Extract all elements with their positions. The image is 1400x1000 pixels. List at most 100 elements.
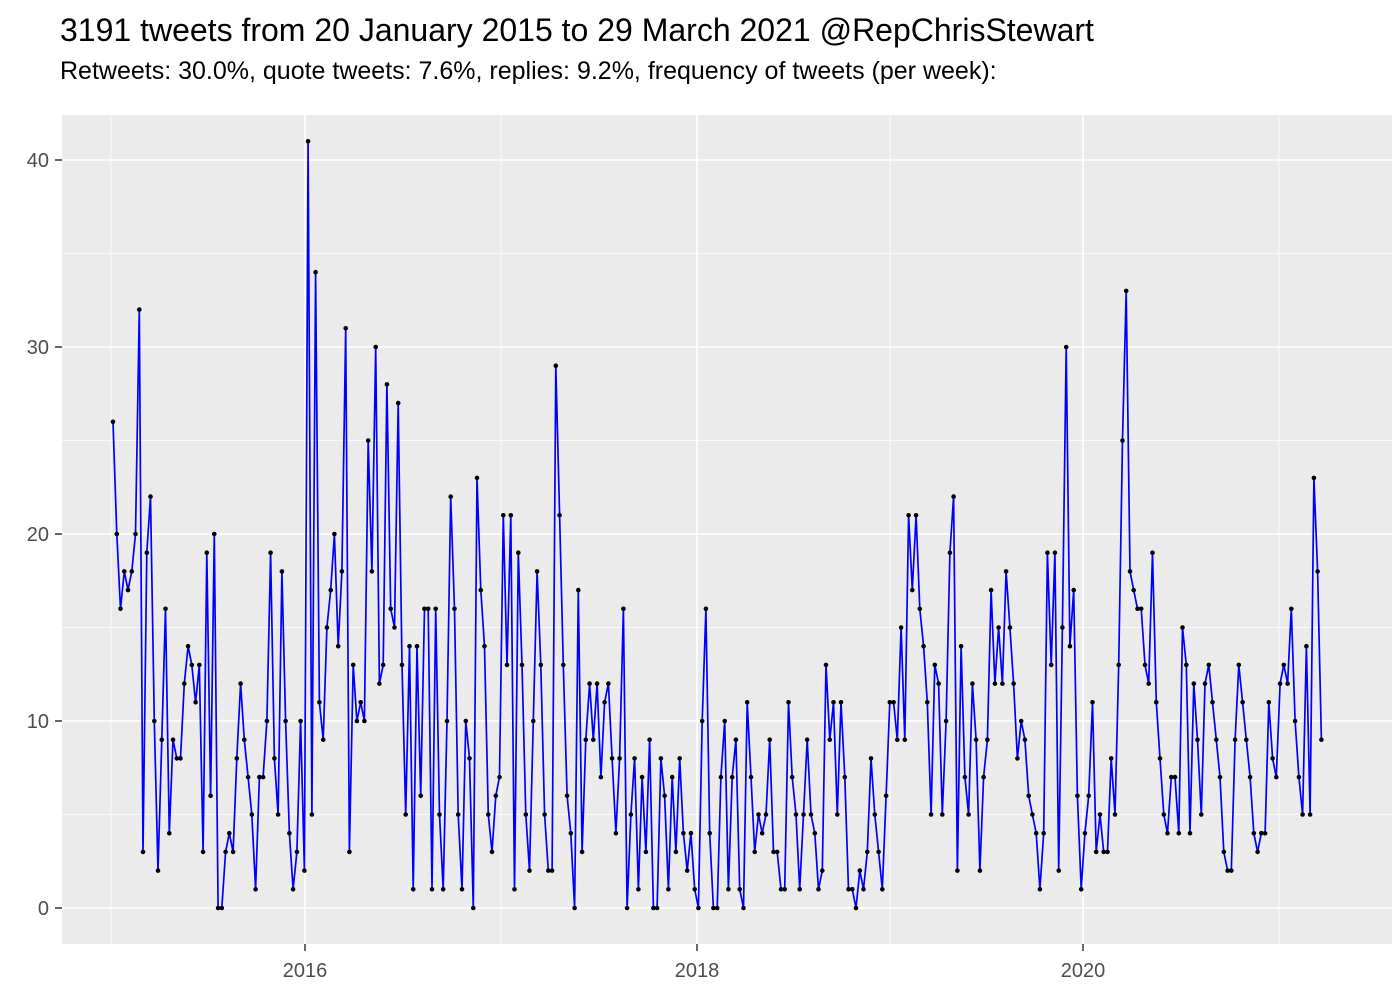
- data-point: [564, 793, 570, 799]
- data-point: [1307, 812, 1313, 817]
- data-point: [395, 400, 401, 406]
- data-point: [741, 905, 746, 911]
- data-point: [343, 326, 349, 331]
- data-point: [774, 849, 780, 855]
- data-point: [928, 812, 934, 817]
- data-point: [1052, 550, 1058, 555]
- data-point: [947, 550, 953, 555]
- data-point: [170, 737, 176, 742]
- data-point: [1131, 587, 1136, 593]
- data-point: [403, 812, 409, 817]
- data-point: [380, 662, 386, 668]
- data-point: [801, 812, 806, 817]
- data-point: [440, 887, 446, 892]
- data-point: [1229, 868, 1234, 873]
- data-point: [174, 756, 180, 761]
- data-point: [861, 887, 866, 892]
- data-point: [260, 774, 266, 780]
- data-point: [662, 793, 667, 799]
- data-point: [1105, 849, 1110, 855]
- data-point: [1041, 830, 1046, 836]
- data-point: [388, 606, 394, 612]
- data-point: [1033, 830, 1039, 836]
- data-point: [609, 756, 615, 761]
- data-point: [1199, 812, 1204, 817]
- data-point: [234, 756, 240, 761]
- data-point: [1296, 774, 1302, 780]
- data-point: [684, 868, 690, 873]
- data-point: [1067, 643, 1073, 649]
- data-point: [583, 737, 589, 742]
- data-point: [973, 737, 979, 742]
- data-point: [1150, 550, 1155, 555]
- data-point: [1056, 868, 1061, 873]
- data-point: [493, 793, 499, 799]
- data-point: [1142, 662, 1148, 668]
- data-point: [531, 718, 536, 724]
- data-point: [1169, 774, 1174, 780]
- data-point: [921, 643, 926, 649]
- data-point: [553, 363, 559, 369]
- data-point: [955, 868, 960, 873]
- data-point: [639, 774, 645, 780]
- data-point: [497, 774, 502, 780]
- data-point: [358, 700, 364, 705]
- data-point: [628, 812, 634, 817]
- data-point: [1022, 737, 1028, 742]
- data-point: [1247, 774, 1253, 780]
- data-point: [448, 494, 454, 499]
- data-point: [729, 774, 735, 780]
- data-point: [857, 868, 863, 873]
- data-point: [1232, 737, 1238, 742]
- y-axis-tick-label: 20: [27, 524, 49, 546]
- data-point: [699, 718, 705, 724]
- data-point: [433, 606, 439, 612]
- data-point: [350, 662, 356, 668]
- data-point: [152, 718, 157, 724]
- data-point: [414, 643, 420, 649]
- data-point: [305, 139, 311, 144]
- data-point: [1138, 606, 1144, 612]
- data-point: [1015, 756, 1020, 761]
- data-point: [906, 513, 911, 518]
- data-point: [579, 849, 585, 855]
- data-point: [853, 905, 859, 911]
- data-point: [1108, 756, 1114, 761]
- data-point: [681, 830, 686, 836]
- data-point: [328, 587, 334, 593]
- data-point: [1289, 606, 1294, 612]
- data-point: [576, 587, 581, 593]
- data-point: [831, 700, 836, 705]
- data-point: [501, 513, 506, 518]
- data-point: [155, 868, 161, 873]
- data-point: [365, 438, 371, 443]
- data-point: [118, 606, 123, 612]
- data-point: [936, 681, 941, 686]
- data-point: [317, 700, 322, 705]
- data-point: [797, 887, 802, 892]
- data-point: [197, 662, 202, 668]
- data-point: [185, 643, 191, 649]
- data-point: [268, 550, 273, 555]
- data-point: [519, 662, 525, 668]
- data-point: [636, 887, 641, 892]
- data-point: [1285, 681, 1290, 686]
- data-point: [1172, 774, 1178, 780]
- data-point: [407, 643, 412, 649]
- data-point: [951, 494, 956, 499]
- data-point: [985, 737, 990, 742]
- y-axis-tick-label: 40: [27, 150, 49, 172]
- data-point: [771, 849, 776, 855]
- data-point: [482, 643, 487, 649]
- data-point: [122, 569, 127, 574]
- data-point: [763, 812, 769, 817]
- data-point: [992, 681, 998, 686]
- data-point: [283, 718, 288, 724]
- data-point: [1093, 849, 1099, 855]
- data-point: [373, 344, 379, 350]
- data-point: [602, 700, 607, 705]
- data-point: [688, 830, 694, 836]
- data-point: [1007, 625, 1013, 630]
- data-point: [865, 849, 870, 855]
